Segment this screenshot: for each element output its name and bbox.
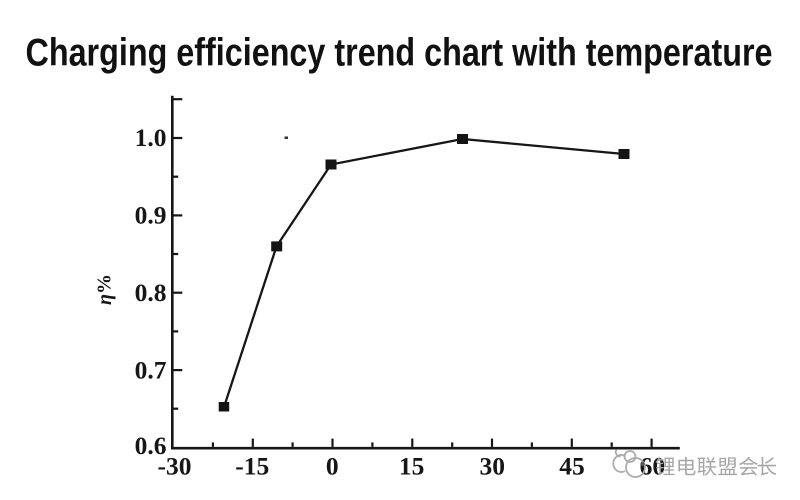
svg-text:-15: -15	[235, 452, 269, 481]
svg-text:0.8: 0.8	[135, 278, 167, 307]
svg-text:η%: η%	[94, 274, 116, 305]
svg-text:45: 45	[559, 452, 585, 481]
svg-text:1.0: 1.0	[135, 123, 167, 152]
svg-text:60: 60	[640, 452, 666, 481]
svg-text:0.6: 0.6	[135, 431, 167, 460]
svg-text:Charging efficiency trend char: Charging efficiency trend chart with tem…	[26, 31, 773, 74]
svg-text:0.7: 0.7	[135, 355, 167, 384]
svg-text:-30: -30	[158, 452, 192, 481]
svg-text:0.9: 0.9	[135, 201, 167, 230]
svg-text:30: 30	[480, 452, 506, 481]
svg-text:0: 0	[326, 452, 339, 481]
svg-text:15: 15	[399, 452, 425, 481]
